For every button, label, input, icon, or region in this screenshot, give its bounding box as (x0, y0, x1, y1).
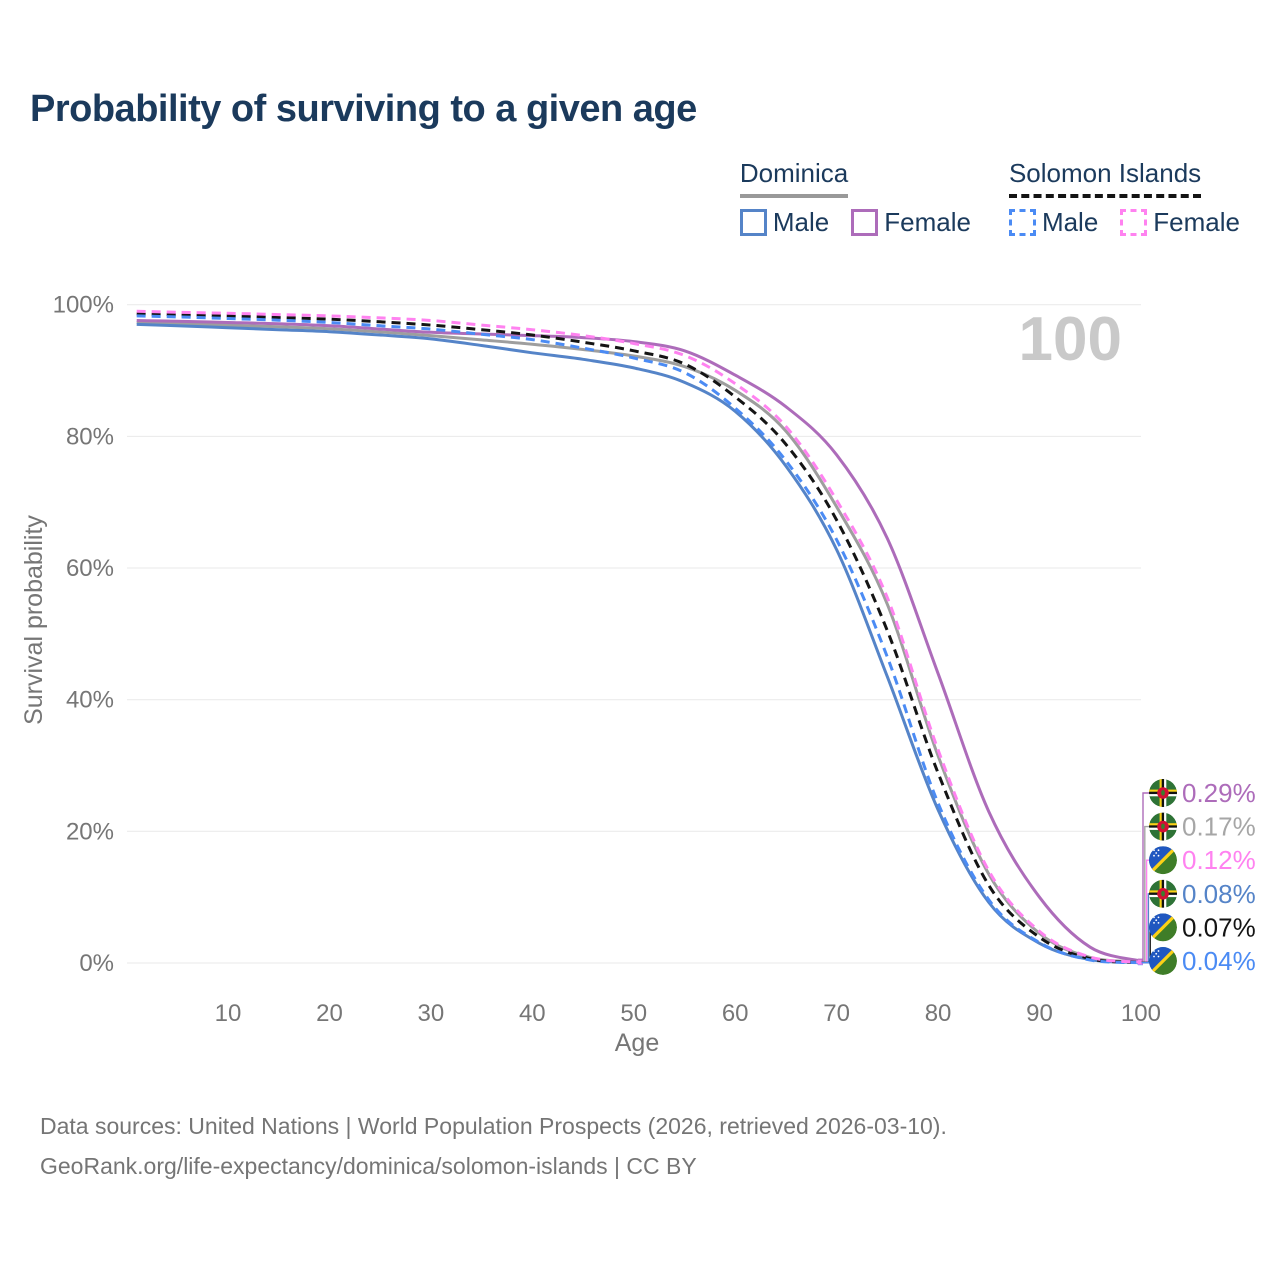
legend-heading-dominica[interactable]: Dominica (739, 158, 849, 198)
line-dominica-female[interactable] (136, 319, 1142, 963)
solomon-islands-flag-icon (1149, 947, 1177, 975)
legend-item-solomon-islands-female[interactable]: Female (1120, 207, 1240, 238)
footer-data-sources: Data sources: United Nations | World Pop… (40, 1113, 947, 1139)
flag-star (1153, 922, 1155, 924)
end-label-value-5: 0.04% (1182, 946, 1256, 976)
end-label-value-1: 0.17% (1182, 812, 1256, 842)
flag-star (1157, 922, 1160, 924)
y-axis-title: Survival probability (20, 515, 48, 725)
flag-star (1157, 849, 1160, 852)
flag-star (1155, 852, 1158, 854)
line-dominica-male[interactable] (136, 322, 1141, 964)
x-tick-label-50: 50 (620, 1000, 647, 1027)
flag-star (1157, 950, 1160, 952)
flag-star (1157, 916, 1160, 919)
dominica-flag-icon (1149, 812, 1177, 841)
legend-label-dominica-male: Male (772, 207, 830, 237)
line-end-marker-solomon-islands-female (1137, 959, 1143, 965)
y-tick-label-20: 20% (66, 818, 114, 845)
legend-item-dominica-male[interactable]: Male (739, 207, 830, 238)
x-axis-title: Age (615, 1029, 659, 1057)
flag-star (1157, 955, 1160, 958)
flag-diagonal (1149, 913, 1177, 942)
flag-parrot (1161, 890, 1165, 897)
chart-title: Probability of surviving to a given age (30, 88, 697, 130)
line-solomon-islands-female[interactable] (136, 309, 1142, 964)
legend-swatch-dominica-female (851, 209, 879, 236)
y-tick-label-80: 80% (66, 423, 114, 450)
end-label-value-4: 0.07% (1182, 912, 1256, 942)
flag-star (1155, 919, 1158, 922)
legend-label-dominica-female: Female (884, 207, 971, 237)
flag-star (1153, 950, 1155, 952)
flag-diagonal (1149, 947, 1177, 975)
footer: Data sources: United Nations | World Pop… (40, 1106, 947, 1186)
age-counter-watermark: 100 (1019, 305, 1122, 374)
flag-parrot (1161, 790, 1165, 796)
legend-swatch-solomon-islands-male (1008, 209, 1036, 236)
x-tick-label-30: 30 (418, 1000, 445, 1027)
flag-star (1157, 854, 1160, 857)
line-dominica-all[interactable] (136, 321, 1142, 964)
flag-star (1153, 955, 1155, 958)
y-tick-label-100: 100% (53, 292, 114, 319)
x-tick-label-90: 90 (1026, 1000, 1053, 1027)
legend-group-solomon-islands: Solomon Islands Male Female (1008, 158, 1240, 238)
end-label-value-0: 0.29% (1182, 778, 1256, 808)
flag-star (1155, 952, 1158, 955)
legend-heading-solomon-islands[interactable]: Solomon Islands (1008, 158, 1202, 198)
legend-swatch-solomon-islands-female (1120, 209, 1148, 236)
legend-label-solomon-islands-female: Female (1153, 207, 1240, 237)
x-tick-label-40: 40 (519, 1000, 546, 1027)
dominica-flag-icon (1149, 779, 1177, 807)
y-tick-label-0: 0% (79, 950, 114, 977)
legend-item-solomon-islands-male[interactable]: Male (1008, 207, 1099, 238)
footer-attribution: GeoRank.org/life-expectancy/dominica/sol… (40, 1153, 697, 1179)
legend-swatch-dominica-male (739, 209, 767, 236)
line-solomon-islands-all[interactable] (136, 312, 1142, 964)
legend-item-dominica-female[interactable]: Female (851, 207, 971, 238)
solomon-islands-flag-icon (1149, 913, 1177, 942)
legend-items-solomon-islands: Male Female (1008, 207, 1240, 238)
x-tick-label-80: 80 (925, 1000, 952, 1027)
solomon-islands-flag-icon (1149, 846, 1177, 875)
flag-star (1153, 916, 1155, 919)
line-solomon-islands-male[interactable] (136, 314, 1141, 965)
x-tick-label-60: 60 (722, 1000, 749, 1027)
legend-group-dominica: Dominica Male Female (739, 158, 971, 238)
flag-diagonal (1149, 846, 1177, 875)
legend-items-dominica: Male Female (739, 207, 971, 238)
x-tick-label-100: 100 (1121, 1000, 1161, 1027)
x-tick-label-10: 10 (215, 1000, 242, 1027)
legend: Dominica Male Female Solomon Islands Mal… (739, 158, 1240, 238)
x-tick-label-20: 20 (316, 1000, 343, 1027)
y-tick-label-40: 40% (66, 687, 114, 714)
end-label-connector-0 (1141, 792, 1149, 962)
flag-star (1153, 854, 1155, 857)
flag-star (1153, 849, 1155, 852)
legend-label-solomon-islands-male: Male (1041, 207, 1099, 237)
end-label-value-3: 0.08% (1182, 879, 1256, 909)
flag-parrot (1161, 823, 1165, 830)
y-tick-label-60: 60% (66, 555, 114, 582)
x-tick-label-70: 70 (823, 1000, 850, 1027)
dominica-flag-icon (1149, 879, 1177, 908)
end-label-value-2: 0.12% (1182, 845, 1256, 875)
